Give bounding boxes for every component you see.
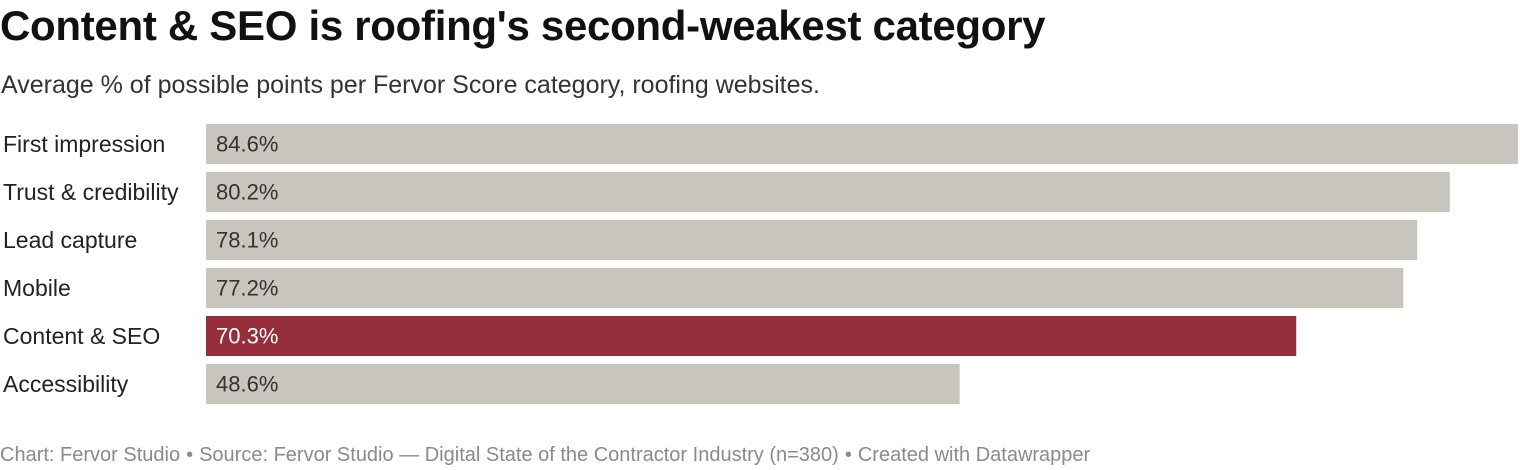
value-label: 78.1% bbox=[216, 228, 278, 253]
category-label: Lead capture bbox=[3, 227, 137, 253]
bar bbox=[206, 364, 960, 404]
bar bbox=[206, 124, 1518, 164]
value-label: 84.6% bbox=[216, 132, 278, 157]
bar bbox=[206, 268, 1404, 308]
bar bbox=[206, 220, 1418, 260]
bar-chart: First impression 84.6% Trust & credibility… bbox=[3, 124, 1518, 404]
chart-source: Source: Fervor Studio — Digital State of… bbox=[199, 444, 839, 466]
category-label: Content & SEO bbox=[3, 323, 160, 349]
value-label: 70.3% bbox=[216, 324, 278, 349]
footer-separator: • bbox=[186, 444, 194, 466]
value-label: 77.2% bbox=[216, 276, 278, 301]
bar-highlighted bbox=[206, 316, 1297, 356]
chart-footer: Chart: Fervor Studio • Source: Fervor Stud… bbox=[0, 444, 1090, 467]
category-label: Accessibility bbox=[3, 371, 129, 397]
chart-title: Content & SEO is roofing's second-weakes… bbox=[0, 2, 1046, 49]
chart-tool-credit: Created with Datawrapper bbox=[857, 444, 1091, 466]
footer-separator: • bbox=[844, 444, 852, 466]
value-label: 80.2% bbox=[216, 180, 278, 205]
bar bbox=[206, 172, 1450, 212]
value-label: 48.6% bbox=[216, 372, 278, 397]
category-label: Trust & credibility bbox=[3, 179, 179, 205]
category-label: First impression bbox=[3, 131, 165, 157]
chart-credit: Chart: Fervor Studio bbox=[0, 444, 181, 466]
category-label: Mobile bbox=[3, 275, 71, 301]
chart-subtitle: Average % of possible points per Fervor … bbox=[1, 71, 820, 99]
